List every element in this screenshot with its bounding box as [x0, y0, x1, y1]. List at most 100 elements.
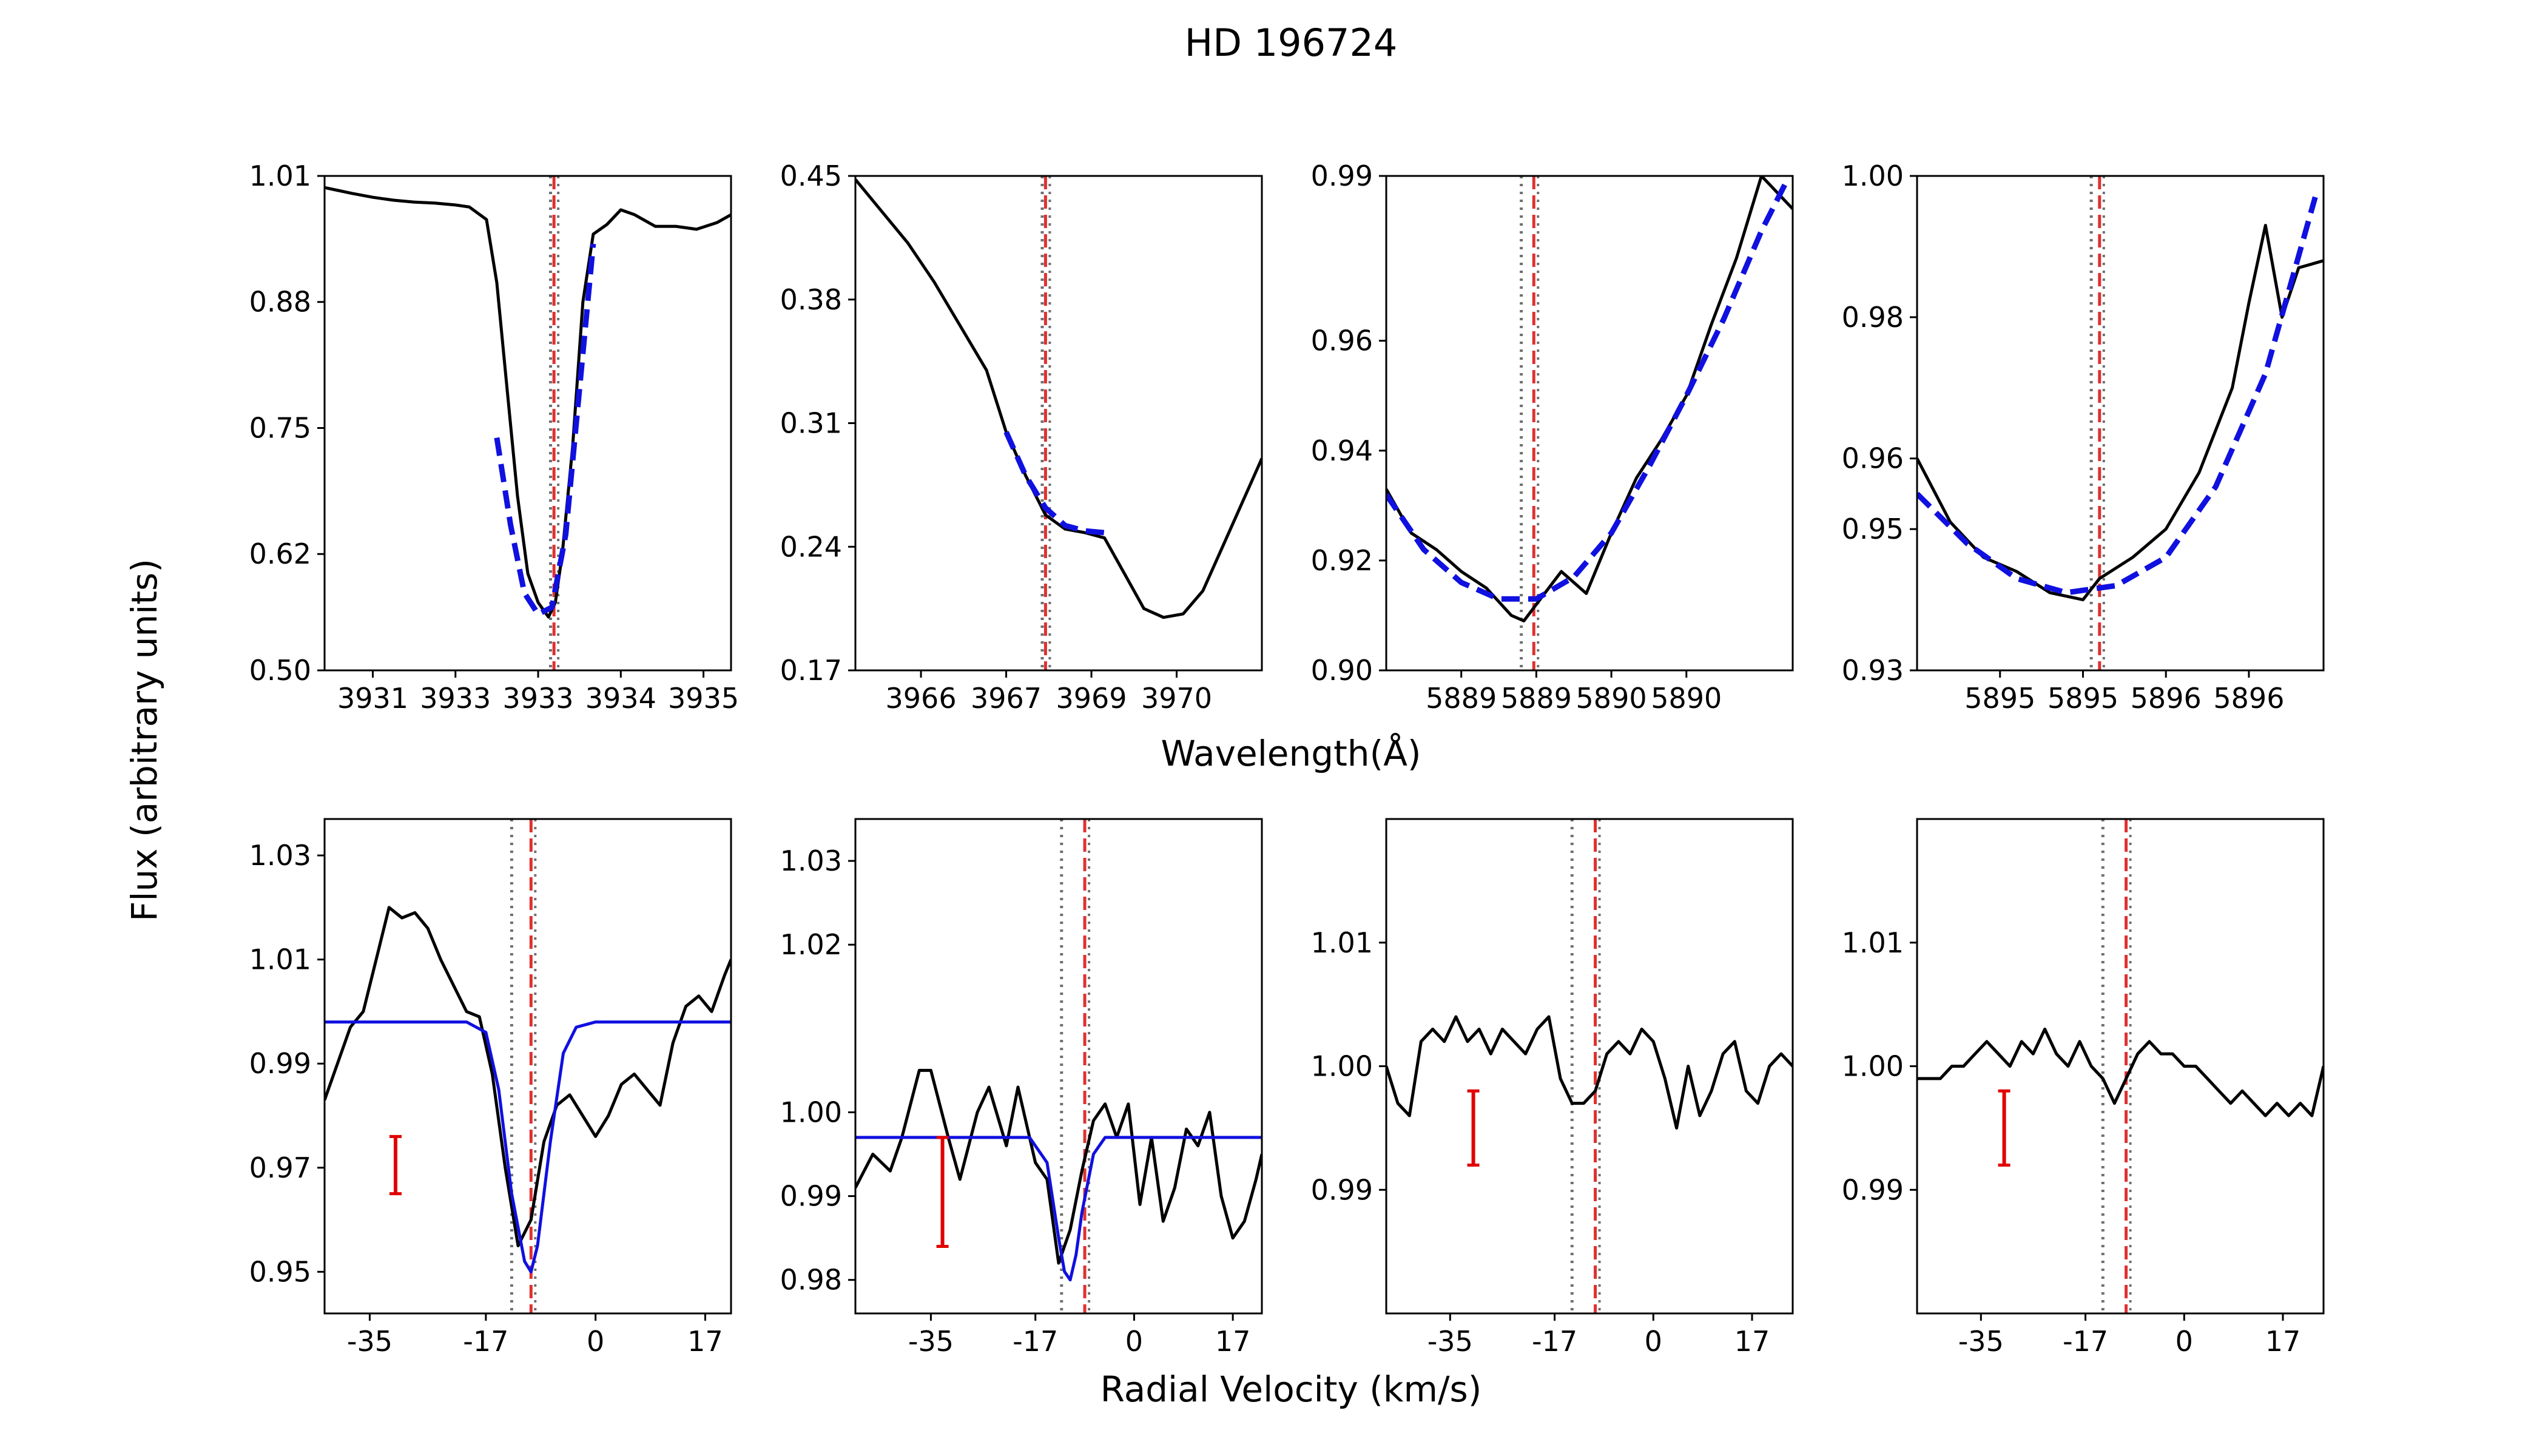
fit-line: [1917, 196, 2318, 596]
x-axis-label-wavelength: Wavelength(Å): [1161, 732, 1421, 774]
y-tick-label: 0.97: [249, 1151, 311, 1184]
axes-frame: [1916, 175, 2325, 672]
y-tick-label: 0.99: [780, 1180, 842, 1213]
x-tick-label: 3934: [585, 682, 656, 715]
y-tick-label: 0.96: [1842, 442, 1904, 475]
spectrum-line: [1386, 176, 1793, 622]
y-tick-label: 0.45: [780, 160, 842, 192]
fit-line: [325, 1020, 731, 1273]
y-tick-label: 1.00: [1311, 1050, 1373, 1083]
plot-area: [855, 176, 1262, 670]
y-tick-label: 0.31: [780, 407, 842, 440]
y-tick-label: 1.00: [1842, 1050, 1904, 1083]
y-tick-label: 1.01: [249, 943, 311, 976]
fit-line: [1386, 180, 1789, 602]
x-tick-label: -35: [347, 1325, 393, 1358]
y-tick-label: 1.03: [249, 839, 311, 872]
panel-r1-c1: -35 -17 0 17 1.03 1.02 1.00 0.99 0.98: [780, 818, 1263, 1358]
x-tick-label: 0: [1125, 1325, 1143, 1358]
x-tick-label: 17: [687, 1325, 723, 1358]
x-tick-label: 5896: [2131, 682, 2202, 715]
y-tick-label: 0.50: [249, 654, 311, 687]
spectrum-line: [1917, 1027, 2324, 1117]
y-tick-label: 1.00: [780, 1096, 842, 1128]
y-tick-label: 0.98: [780, 1264, 842, 1296]
x-tick-label: 0: [2176, 1325, 2193, 1358]
plot-area: [855, 819, 1262, 1313]
spectrum-line: [1386, 1015, 1793, 1130]
plot-area: [1917, 176, 2324, 670]
y-tick-label: 0.24: [780, 530, 842, 563]
x-tick-label: 3931: [337, 682, 408, 715]
x-tick-label: -17: [1532, 1325, 1577, 1358]
x-tick-label: 17: [2265, 1325, 2301, 1358]
x-tick-label: 3967: [971, 682, 1042, 715]
y-tick-label: 0.92: [1311, 544, 1373, 577]
x-tick-label: 3935: [668, 682, 739, 715]
panel-r1-c0: -35 -17 0 17 1.03 1.01 0.99 0.97 0.95: [249, 818, 732, 1358]
panel-r0-c3: 5895 5895 5896 5896 1.00 0.98 0.96 0.95 0.93: [1842, 160, 2325, 715]
y-tick-label: 0.99: [1311, 1173, 1373, 1206]
fit-line: [1003, 431, 1105, 536]
y-tick-label: 0.98: [1842, 301, 1904, 334]
x-tick-label: 3970: [1141, 682, 1212, 715]
y-tick-label: 0.94: [1311, 434, 1373, 467]
axes-frame: [323, 175, 732, 672]
x-tick-label: 3966: [886, 682, 957, 715]
y-tick-label: 0.99: [1842, 1173, 1904, 1206]
panel-r0-c0: 3931 3933 3933 3934 3935 1.01 0.88 0.75 0.62 0.50: [249, 160, 740, 715]
panel-r1-c3: -35 -17 0 17 1.01 1.00 0.99: [1842, 818, 2325, 1358]
y-tick-label: 1.00: [1842, 160, 1904, 192]
y-tick-label: 0.95: [249, 1255, 311, 1288]
y-tick-label: 1.01: [249, 160, 311, 192]
x-axis-label-velocity: Radial Velocity (km/s): [1100, 1369, 1482, 1410]
spectrum-line: [325, 906, 731, 1247]
y-tick-label: 0.95: [1842, 513, 1904, 545]
plot-area: [1917, 819, 2324, 1313]
y-tick-label: 0.99: [249, 1047, 311, 1080]
y-tick-label: 0.17: [780, 654, 842, 687]
y-tick-label: 0.96: [1311, 325, 1373, 357]
x-tick-label: -17: [2063, 1325, 2108, 1358]
x-tick-label: 0: [587, 1325, 604, 1358]
x-tick-label: 5896: [2213, 682, 2284, 715]
plot-area: [1386, 176, 1793, 670]
x-tick-label: 3933: [420, 682, 491, 715]
fit-line: [855, 1136, 1262, 1282]
panel-r1-c2: -35 -17 0 17 1.01 1.00 0.99: [1311, 818, 1794, 1358]
panels: 3931 3933 3933 3934 3935 1.01 0.88 0.75 0.62 0.50…: [249, 160, 2325, 1358]
axes-frame: [854, 818, 1263, 1315]
y-tick-label: 0.90: [1311, 654, 1373, 687]
y-tick-label: 0.62: [249, 538, 311, 570]
y-tick-label: 1.01: [1842, 926, 1904, 959]
y-tick-label: 0.93: [1842, 654, 1904, 687]
x-tick-label: 5895: [2048, 682, 2118, 715]
plot-area: [325, 176, 731, 670]
x-tick-label: 0: [1645, 1325, 1662, 1358]
x-tick-label: -35: [1427, 1325, 1473, 1358]
x-tick-label: -17: [1013, 1325, 1058, 1358]
x-tick-label: 17: [1215, 1325, 1251, 1358]
x-tick-label: 5889: [1501, 682, 1572, 715]
x-tick-label: -17: [463, 1325, 508, 1358]
axes-frame: [323, 818, 732, 1315]
y-axis-label: Flux (arbitrary units): [124, 559, 165, 922]
spectrum-line: [325, 186, 731, 619]
x-tick-label: 5890: [1651, 682, 1722, 715]
y-tick-label: 1.03: [780, 844, 842, 877]
x-tick-label: 3933: [502, 682, 573, 715]
plot-area: [1386, 819, 1793, 1313]
y-tick-label: 0.99: [1311, 160, 1373, 192]
x-tick-label: 5890: [1576, 682, 1647, 715]
axes-frame: [1385, 175, 1794, 672]
spectrum-line: [855, 1068, 1262, 1265]
x-tick-label: 3969: [1056, 682, 1127, 715]
x-tick-label: 5895: [1964, 682, 2035, 715]
plot-area: [325, 819, 731, 1313]
y-tick-label: 1.02: [780, 928, 842, 961]
x-tick-label: 5889: [1426, 682, 1497, 715]
panel-r0-c1: 3966 3967 3969 3970 0.45 0.38 0.31 0.24 0.17: [780, 160, 1263, 715]
y-tick-label: 0.38: [780, 283, 842, 316]
